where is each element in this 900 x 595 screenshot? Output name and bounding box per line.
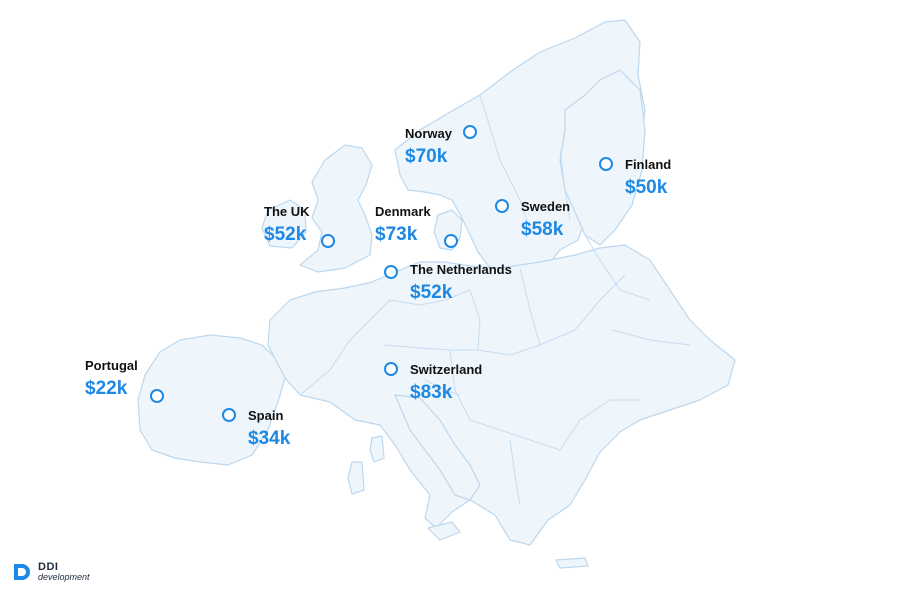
country-name: Switzerland	[410, 362, 483, 377]
salary-value: $58k	[521, 219, 564, 240]
marker-denmark[interactable]	[444, 234, 458, 248]
marker-finland[interactable]	[599, 157, 613, 171]
marker-portugal[interactable]	[150, 389, 164, 403]
iberia-landmass	[137, 334, 286, 466]
mainland-europe-landmass	[267, 244, 736, 546]
country-name: Portugal	[85, 358, 138, 373]
label-denmark: Denmark $73k	[375, 204, 431, 246]
country-name: Finland	[625, 157, 672, 172]
marker-spain[interactable]	[222, 408, 236, 422]
great-britain-landmass	[299, 144, 373, 273]
salary-value: $34k	[248, 428, 291, 449]
marker-uk[interactable]	[321, 234, 335, 248]
salary-value: $73k	[375, 224, 418, 245]
label-switzerland: Switzerland $83k	[410, 362, 482, 404]
italy-landmass	[394, 394, 481, 501]
ddi-logo-icon	[14, 564, 30, 580]
salary-value: $83k	[410, 382, 453, 403]
country-name: Denmark	[375, 204, 431, 219]
ireland-landmass	[261, 199, 307, 249]
marker-sweden[interactable]	[495, 199, 509, 213]
logo-subtitle: development	[38, 572, 90, 582]
country-name: The UK	[264, 204, 310, 219]
label-uk: The UK $52k	[264, 204, 310, 246]
ddi-logo: DDI development	[12, 562, 90, 582]
salary-value: $50k	[625, 177, 668, 198]
marker-netherlands[interactable]	[384, 265, 398, 279]
sardinia-island	[369, 435, 385, 463]
label-norway: Norway $70k	[405, 126, 452, 168]
country-borders	[299, 94, 691, 506]
country-name: Sweden	[521, 199, 571, 214]
logo-brand: DDI	[38, 561, 59, 573]
label-netherlands: The Netherlands $52k	[410, 262, 512, 304]
crete-island	[555, 557, 589, 569]
salary-value: $52k	[410, 282, 453, 303]
sicily-island	[427, 521, 461, 541]
label-finland: Finland $50k	[625, 157, 671, 199]
corsica-island	[347, 461, 365, 495]
country-name: Norway	[405, 126, 452, 141]
marker-norway[interactable]	[463, 125, 477, 139]
salary-value: $22k	[85, 378, 128, 399]
salary-value: $52k	[264, 224, 307, 245]
label-sweden: Sweden $58k	[521, 199, 570, 241]
country-name: The Netherlands	[410, 262, 512, 277]
label-spain: Spain $34k	[248, 408, 290, 450]
finland-landmass	[559, 69, 646, 246]
salary-value: $70k	[405, 146, 448, 167]
marker-switzerland[interactable]	[384, 362, 398, 376]
country-name: Spain	[248, 408, 284, 423]
label-portugal: Portugal $22k	[85, 358, 138, 400]
